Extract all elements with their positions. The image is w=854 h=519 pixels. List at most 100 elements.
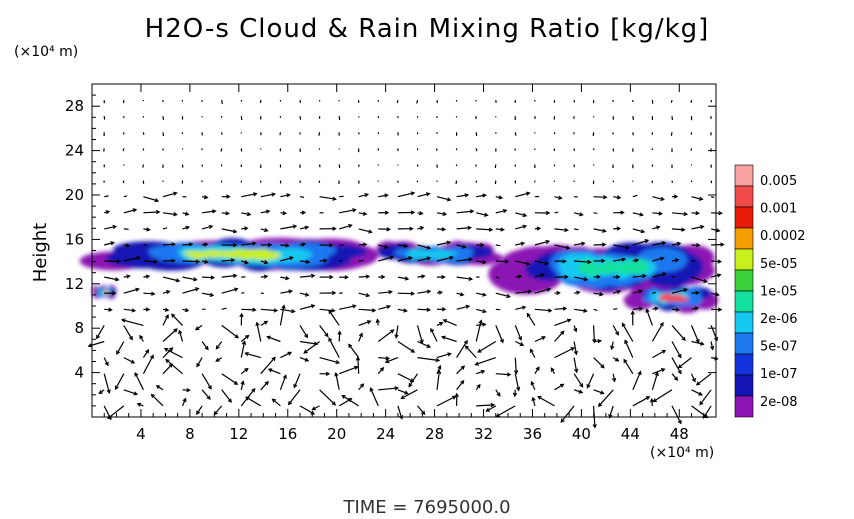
wind-vector — [182, 287, 199, 294]
wind-vector — [397, 308, 407, 312]
wind-vector-head — [252, 307, 257, 312]
wind-vector-head — [304, 225, 310, 230]
wind-vector — [514, 373, 520, 391]
wind-vector — [107, 405, 125, 419]
wind-vector-head — [600, 364, 605, 369]
wind-vector — [162, 132, 165, 137]
wind-vector-head — [660, 256, 665, 261]
wind-vector — [560, 405, 575, 423]
wind-vector — [574, 260, 591, 263]
wind-vector — [529, 349, 536, 358]
wind-vector-head — [267, 242, 273, 248]
wind-vector-head — [263, 320, 269, 325]
wind-vector — [696, 373, 712, 386]
wind-vector — [652, 242, 666, 246]
wind-vector-head — [659, 321, 664, 327]
wind-vector-head — [106, 389, 111, 395]
wind-vector — [358, 212, 367, 215]
wind-vector-head — [271, 356, 276, 362]
wind-vector-head — [513, 370, 519, 375]
wind-vector-head — [540, 273, 546, 278]
wind-vector — [652, 196, 664, 201]
wind-vector — [378, 387, 398, 391]
wind-vector-head — [677, 364, 683, 369]
wind-vector — [299, 116, 302, 120]
colorbar-swatch — [734, 248, 754, 271]
wind-vector — [134, 372, 144, 391]
x-tick-label: 8 — [185, 425, 195, 443]
wind-vector — [123, 209, 137, 214]
y-axis-label: Height — [30, 223, 51, 283]
wind-vector-head — [525, 261, 531, 266]
wind-vector-head — [403, 243, 409, 249]
wind-vector-head — [112, 224, 118, 230]
wind-vector — [653, 389, 673, 403]
wind-vector-head — [245, 396, 250, 401]
wind-vector — [241, 308, 256, 311]
wind-vector — [417, 257, 431, 262]
wind-vector-head — [225, 211, 230, 216]
wind-vector-head — [587, 259, 592, 265]
wind-vector-head — [496, 392, 501, 397]
wind-vector-head — [282, 210, 288, 216]
wind-vector-head — [171, 258, 176, 263]
wind-vector-head — [616, 195, 622, 200]
wind-vector — [123, 256, 140, 262]
wind-vector — [182, 276, 197, 281]
wind-vector-head — [193, 277, 198, 282]
wind-vector — [710, 228, 720, 232]
wind-vector-head — [522, 224, 528, 229]
wind-vector — [417, 290, 431, 294]
wind-vector-head — [203, 242, 209, 247]
wind-vector — [123, 389, 138, 395]
cloud-region — [376, 240, 504, 266]
wind-vector — [456, 276, 472, 280]
wind-vector — [260, 193, 276, 198]
wind-vector — [260, 308, 278, 312]
wind-vector — [495, 373, 511, 376]
wind-vector-head — [661, 240, 667, 246]
wind-vector-head — [403, 308, 408, 313]
wind-vector-head — [546, 287, 552, 292]
wind-vector-head — [323, 258, 328, 263]
wind-vector-head — [677, 370, 682, 375]
wind-vector-head — [695, 290, 700, 296]
wind-vector-head — [485, 407, 490, 412]
wind-vector — [397, 244, 408, 247]
wind-vector — [377, 329, 394, 342]
wind-vector-head — [328, 309, 333, 315]
wind-vector-head — [196, 362, 201, 368]
wind-vector-head — [610, 345, 615, 351]
x-tick-label: 12 — [229, 425, 248, 443]
wind-vector-head — [400, 395, 405, 400]
wind-vector — [537, 396, 555, 407]
wind-vector — [288, 389, 301, 405]
x-tick-label: 48 — [670, 425, 689, 443]
wind-vector — [671, 228, 685, 231]
wind-vector — [711, 243, 724, 246]
wind-vector-head — [204, 345, 209, 351]
wind-vector — [691, 389, 703, 396]
wind-vector — [178, 330, 184, 342]
wind-vector-head — [410, 291, 416, 296]
wind-vector-head — [409, 378, 415, 383]
wind-vector-head — [285, 243, 290, 248]
wind-vector-head — [673, 194, 679, 199]
wind-vector — [515, 340, 524, 346]
wind-vector-head — [111, 291, 117, 296]
wind-vector — [652, 257, 664, 262]
wind-vector — [358, 383, 364, 391]
wind-vector-head — [173, 328, 178, 333]
wind-vector — [593, 228, 606, 232]
colorbar-swatch — [734, 164, 754, 187]
wind-vector-head — [574, 368, 579, 374]
wind-vector-head — [408, 383, 413, 388]
cloud-blob — [660, 294, 668, 302]
wind-vector — [699, 389, 712, 405]
wind-vector — [221, 212, 229, 215]
wind-vector — [162, 116, 165, 120]
wind-vector-head — [135, 287, 140, 292]
cloud-blob — [674, 295, 684, 303]
wind-vector — [671, 405, 682, 424]
wind-vector — [613, 308, 618, 310]
